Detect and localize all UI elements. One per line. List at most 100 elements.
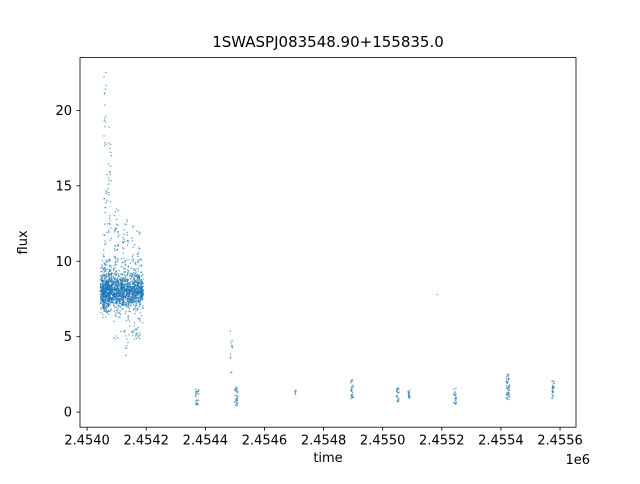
scatter-point — [229, 356, 232, 358]
scatter-point — [108, 279, 110, 281]
scatter-point — [553, 380, 555, 383]
scatter-point — [101, 264, 103, 266]
scatter-point — [551, 393, 553, 396]
scatter-point — [128, 310, 130, 312]
scatter-point — [552, 391, 554, 394]
scatter-point — [109, 290, 111, 293]
scatter-point — [112, 298, 115, 300]
scatter-point — [123, 282, 126, 284]
scatter-point — [131, 280, 133, 283]
scatter-point — [126, 284, 128, 286]
scatter-point — [350, 379, 353, 382]
scatter-point — [552, 386, 555, 389]
scatter-point — [127, 301, 130, 303]
scatter-point — [109, 264, 112, 267]
scatter-point — [106, 311, 109, 314]
scatter-point — [109, 170, 111, 173]
scatter-point — [109, 270, 111, 272]
scatter-point — [131, 256, 134, 258]
scatter-point — [114, 292, 117, 294]
scatter-point — [136, 230, 138, 232]
scatter-point — [130, 296, 133, 298]
scatter-point — [103, 266, 105, 269]
scatter-point — [120, 295, 123, 298]
scatter-point — [116, 277, 119, 279]
scatter-point — [116, 297, 119, 300]
scatter-point — [106, 302, 108, 305]
scatter-point — [454, 398, 456, 400]
scatter-point — [109, 301, 111, 304]
scatter-point — [396, 390, 398, 393]
scatter-point — [123, 329, 126, 331]
scatter-point — [115, 335, 117, 337]
scatter-point — [137, 259, 139, 261]
scatter-point — [505, 384, 508, 387]
scatter-point — [114, 280, 117, 283]
scatter-point — [350, 396, 353, 398]
scatter-point — [117, 210, 120, 212]
scatter-point — [141, 292, 143, 294]
scatter-point — [123, 280, 126, 282]
scatter-point — [124, 310, 127, 313]
scatter-point — [128, 283, 131, 285]
scatter-point — [101, 297, 103, 299]
scatter-point — [104, 243, 106, 246]
scatter-point — [131, 273, 134, 275]
scatter-point — [409, 389, 411, 391]
scatter-point — [135, 337, 138, 340]
scatter-point — [127, 290, 129, 293]
scatter-point — [236, 404, 239, 407]
scatter-point — [124, 271, 126, 273]
scatter-point — [127, 265, 130, 267]
scatter-point — [104, 310, 107, 312]
scatter-point — [123, 240, 126, 242]
scatter-point — [103, 233, 105, 236]
scatter-point — [115, 258, 117, 260]
scatter-point — [103, 274, 105, 277]
scatter-point — [508, 398, 510, 401]
scatter-point — [122, 241, 125, 244]
scatter-point — [119, 285, 122, 288]
scatter-point — [119, 313, 122, 315]
scatter-point — [117, 304, 120, 307]
scatter-point — [396, 400, 399, 402]
scatter-point — [107, 272, 110, 275]
y-axis-label: flux — [16, 230, 31, 254]
scatter-point — [123, 290, 125, 292]
scatter-point — [137, 261, 139, 263]
y-tick-label: 10 — [55, 255, 72, 270]
scatter-point — [136, 291, 138, 293]
scatter-point — [132, 297, 135, 300]
scatter-point — [120, 287, 123, 289]
scatter-point — [508, 373, 510, 375]
scatter-point — [104, 262, 106, 265]
scatter-point — [115, 315, 117, 317]
scatter-point — [135, 332, 138, 335]
scatter-point — [139, 304, 141, 306]
scatter-point — [133, 276, 135, 279]
scatter-point — [117, 273, 120, 275]
scatter-point — [113, 214, 116, 217]
scatter-point — [106, 191, 108, 193]
scatter-point — [109, 165, 112, 167]
scatter-point — [134, 261, 137, 264]
scatter-point — [132, 331, 135, 334]
scatter-point — [139, 295, 142, 297]
scatter-point — [123, 238, 125, 241]
scatter-point — [123, 229, 125, 231]
scatter-point — [142, 305, 144, 307]
scatter-point — [102, 300, 105, 302]
scatter-point — [104, 206, 107, 208]
scatter-point — [114, 338, 117, 340]
scatter-point — [105, 71, 107, 74]
scatter-point — [105, 289, 107, 291]
scatter-point — [123, 223, 126, 225]
scatter-point — [195, 396, 197, 398]
scatter-point — [116, 208, 118, 211]
scatter-point — [106, 199, 108, 202]
scatter-point — [108, 142, 110, 144]
scatter-point — [127, 316, 129, 318]
scatter-point — [125, 285, 127, 287]
scatter-point — [107, 309, 110, 312]
